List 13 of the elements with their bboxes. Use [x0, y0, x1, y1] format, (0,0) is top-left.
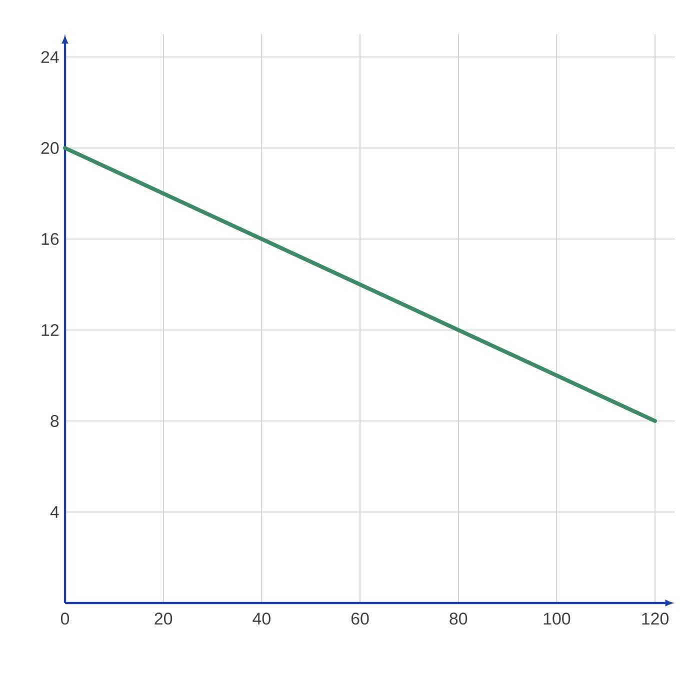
y-tick-label: 20	[41, 142, 59, 154]
x-tick-label: 0	[60, 612, 70, 625]
x-tick-label: 80	[450, 612, 468, 625]
x-tick-label: 60	[351, 612, 369, 625]
x-tick-label: 100	[544, 612, 570, 625]
y-tick-label: 16	[42, 233, 59, 245]
y-tick-label: 24	[41, 51, 59, 63]
y-tick-label: 12	[42, 324, 58, 336]
x-tick-label: 40	[252, 612, 270, 625]
x-tick-label: 20	[154, 612, 172, 625]
y-tick-label: 8	[50, 415, 59, 427]
x-tick-label: 120	[642, 612, 669, 625]
y-tick-label: 4	[50, 506, 59, 518]
